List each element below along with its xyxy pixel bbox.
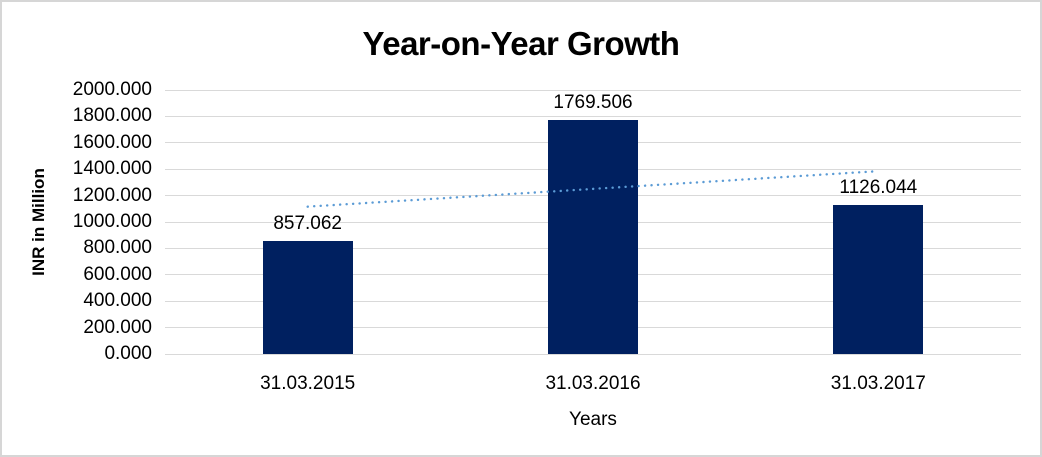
y-axis-tick-label: 400.000 — [83, 290, 152, 312]
x-axis-tick-label: 31.03.2015 — [260, 373, 356, 394]
gridline — [165, 353, 1021, 355]
y-axis-tick-label: 2000.000 — [72, 79, 152, 100]
x-axis-title: Years — [569, 409, 617, 430]
y-axis-tick-label: 200.000 — [83, 316, 152, 338]
gridline — [165, 115, 1021, 117]
y-axis-tick-label: 1800.000 — [72, 105, 152, 127]
bar-data-label: 1769.506 — [553, 92, 633, 113]
y-axis-tick-label: 800.000 — [83, 237, 152, 259]
x-axis-tick-label: 31.03.2016 — [545, 373, 641, 394]
bar-31.03.2016 — [548, 120, 638, 354]
bar-data-label: 857.062 — [273, 213, 342, 234]
x-axis-tick-label: 31.03.2017 — [830, 373, 926, 394]
gridline — [165, 89, 1021, 91]
bar-data-label: 1126.044 — [839, 177, 918, 198]
y-axis-tick-label: 1200.000 — [72, 184, 152, 206]
y-axis-tick-label: 1000.000 — [72, 211, 152, 232]
plot-area: 857.062 1769.506 1126.044 — [165, 89, 1021, 355]
y-axis-tick-label: 1400.000 — [72, 158, 152, 180]
y-axis-tick-label: 0.000 — [104, 343, 152, 364]
y-axis-tick-label: 1600.000 — [72, 131, 152, 153]
y-axis-tick-label: 600.000 — [83, 263, 152, 285]
bar-31.03.2015 — [262, 241, 353, 354]
bar-31.03.2017 — [833, 205, 924, 354]
chart-title: Year-on-Year Growth — [362, 25, 680, 62]
